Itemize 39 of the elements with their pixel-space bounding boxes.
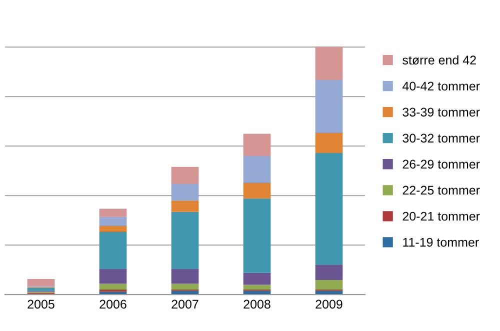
- bar: [315, 153, 343, 264]
- bar: [171, 183, 199, 200]
- bar: [171, 268, 199, 284]
- bar: [171, 284, 199, 290]
- bar: [243, 272, 271, 284]
- bar: [99, 284, 127, 290]
- bar: [243, 182, 271, 198]
- bar: [99, 216, 127, 226]
- bar: [99, 226, 127, 232]
- x-tick-label: 2008: [244, 300, 270, 309]
- bar: [27, 278, 55, 286]
- bar: [171, 200, 199, 212]
- bar: [315, 264, 343, 280]
- x-tick-label: 2006: [100, 300, 126, 309]
- legend-label: 33-39 tommer: [402, 108, 480, 117]
- bar: [315, 132, 343, 154]
- x-tick-label: 2007: [172, 300, 198, 309]
- bar: [315, 47, 343, 80]
- bar: [99, 231, 127, 269]
- bar: [315, 280, 343, 290]
- bar: [243, 284, 271, 290]
- bar: [99, 268, 127, 284]
- bar: [243, 134, 271, 156]
- legend-label: 11-19 tommer: [403, 238, 479, 247]
- bar: [243, 198, 271, 273]
- legend-label: større end 42: [402, 55, 476, 65]
- bar: [315, 79, 343, 132]
- x-tick-label: 2009: [316, 300, 342, 309]
- x-tick-label: 2005: [28, 300, 54, 309]
- bar: [243, 156, 271, 182]
- legend-label: 20-21 tommer: [402, 212, 480, 221]
- bar: [171, 166, 199, 184]
- legend-label: 30-32 tommer: [402, 134, 480, 143]
- bar: [99, 208, 127, 217]
- legend-label: 40-42 tommer: [402, 82, 480, 91]
- bar: [171, 212, 199, 269]
- legend-label: 26-29 tommer: [402, 160, 480, 169]
- legend-label: 22-25 tommer: [402, 186, 480, 195]
- bar: [27, 288, 55, 291]
